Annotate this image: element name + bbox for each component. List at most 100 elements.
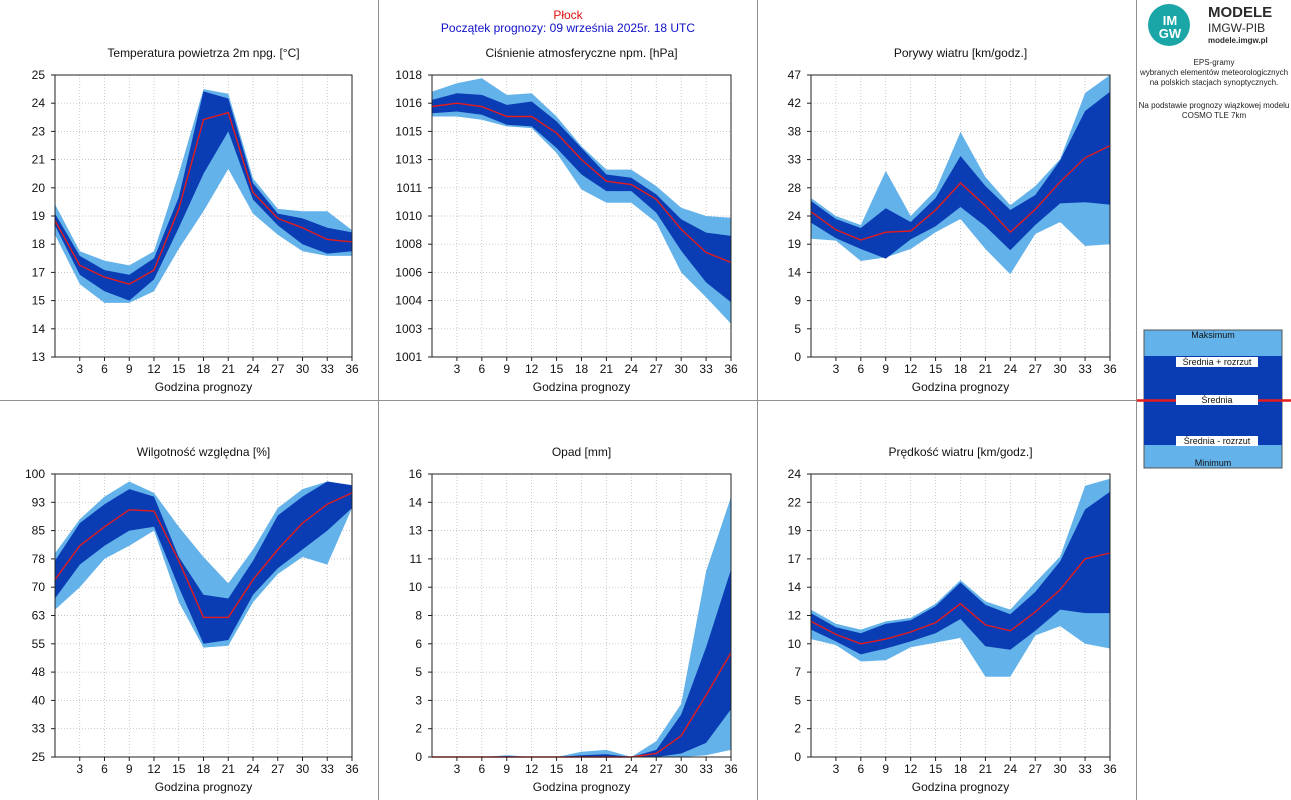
y-tick-label: 1011 [396, 181, 422, 195]
y-tick-label: 47 [788, 68, 802, 82]
y-tick-label: 18 [32, 237, 46, 251]
y-tick-label: 55 [32, 637, 46, 651]
chart-title: Wilgotność względna [%] [137, 445, 270, 459]
y-tick-label: 1004 [395, 294, 422, 308]
x-tick-label: 24 [1004, 762, 1018, 776]
forecast-start: Początek prognozy: 09 września 2025r. 18… [379, 21, 757, 35]
x-tick-label: 36 [345, 762, 359, 776]
x-tick-label: 36 [345, 362, 359, 376]
y-tick-label: 19 [32, 209, 46, 223]
y-tick-label: 42 [788, 96, 802, 110]
band-spread [55, 481, 352, 644]
x-tick-label: 33 [321, 762, 335, 776]
y-tick-label: 1016 [395, 96, 422, 110]
x-axis-label: Godzina prognozy [533, 380, 630, 394]
mean-line [431, 102, 732, 264]
x-tick-label: 27 [271, 762, 285, 776]
y-tick-label: 28 [788, 181, 802, 195]
band-spread [432, 569, 731, 757]
x-tick-label: 12 [147, 362, 161, 376]
chart-panel-2: Ciśnienie atmosferyczne npm. [hPa]3 6 9 12 1… [395, 46, 738, 394]
x-tick-label: 33 [1078, 762, 1092, 776]
y-tick-label: 17 [32, 265, 46, 279]
x-tick-label: 15 [929, 362, 943, 376]
brand-url: modele.imgw.pl [1208, 36, 1268, 45]
x-tick-label: 24 [246, 362, 260, 376]
x-tick-label: 12 [904, 762, 918, 776]
y-tick-label: 5 [794, 322, 801, 336]
x-tick-label: 9 [503, 762, 510, 776]
x-tick-label: 18 [197, 762, 211, 776]
x-tick-label: 3 [454, 362, 461, 376]
x-tick-label: 21 [979, 362, 993, 376]
y-tick-label: 93 [32, 495, 46, 509]
x-tick-label: 21 [600, 762, 614, 776]
y-tick-label: 7 [794, 665, 801, 679]
y-tick-label: 14 [32, 322, 46, 336]
chart-panel-5: Opad [mm]3 6 9 12 15 18 21 24 27 30 33 360235681011… [409, 445, 738, 794]
brand-subtitle: IMGW-PIB [1208, 21, 1266, 35]
y-tick-label: 8 [415, 609, 422, 623]
imgw-logo [1148, 4, 1190, 46]
x-tick-label: 12 [525, 762, 539, 776]
x-tick-label: 9 [882, 362, 889, 376]
y-tick-label: 23 [32, 124, 46, 138]
y-tick-label: 6 [415, 637, 422, 651]
y-tick-label: 33 [32, 722, 46, 736]
mean-line [54, 111, 353, 285]
y-tick-label: 63 [32, 609, 46, 623]
chart-title: Ciśnienie atmosferyczne npm. [hPa] [485, 46, 677, 60]
y-tick-label: 13 [32, 350, 46, 364]
y-tick-label: 24 [32, 96, 46, 110]
y-tick-label: 9 [794, 294, 801, 308]
x-axis-label: Godzina prognozy [912, 780, 1009, 794]
y-tick-label: 48 [32, 665, 46, 679]
x-tick-label: 33 [1078, 362, 1092, 376]
x-tick-label: 9 [126, 762, 133, 776]
x-axis-label: Godzina prognozy [155, 380, 252, 394]
y-tick-label: 20 [32, 181, 46, 195]
x-axis-label: Godzina prognozy [912, 380, 1009, 394]
y-tick-label: 19 [788, 524, 802, 538]
y-tick-label: 25 [32, 68, 46, 82]
description: EPS-gramy wybranych elementów meteorolog… [1137, 58, 1291, 88]
x-tick-label: 15 [550, 762, 564, 776]
band-spread [55, 91, 352, 301]
y-tick-label: 70 [32, 580, 46, 594]
x-tick-label: 6 [857, 362, 864, 376]
x-tick-label: 30 [674, 362, 688, 376]
desc-line: wybranych elementów meteorologicznych [1139, 68, 1289, 77]
y-tick-label: 13 [409, 524, 423, 538]
x-axis-label: Godzina prognozy [533, 780, 630, 794]
brand-block: IM GW MODELE IMGW-PIB modele.imgw.pl [1146, 4, 1286, 48]
y-tick-label: 10 [788, 637, 802, 651]
legend-label-mean: Średnia [1176, 395, 1258, 405]
y-tick-label: 0 [794, 350, 801, 364]
x-tick-label: 18 [575, 762, 589, 776]
y-tick-label: 1015 [395, 124, 422, 138]
x-tick-label: 36 [724, 762, 738, 776]
y-tick-label: 24 [788, 209, 802, 223]
y-tick-label: 22 [788, 495, 802, 509]
y-tick-label: 85 [32, 524, 46, 538]
legend-label-mean-plus: Średnia + rozrzut [1176, 357, 1258, 367]
x-tick-label: 15 [172, 762, 186, 776]
x-tick-label: 6 [101, 762, 108, 776]
y-tick-label: 33 [788, 153, 802, 167]
x-tick-label: 18 [954, 762, 968, 776]
x-tick-label: 15 [550, 362, 564, 376]
y-tick-label: 10 [409, 580, 423, 594]
x-tick-label: 21 [222, 762, 236, 776]
legend-label-mean-minus: Średnia - rozrzut [1176, 436, 1258, 446]
model-line: Na podstawie prognozy wiązkowej modelu [1138, 101, 1290, 110]
y-tick-label: 15 [32, 294, 46, 308]
y-tick-label: 21 [32, 153, 46, 167]
desc-line: na polskich stacjach synoptycznych. [1149, 78, 1279, 87]
y-tick-label: 2 [794, 722, 801, 736]
x-axis-label: Godzina prognozy [155, 780, 252, 794]
y-tick-label: 1018 [395, 68, 422, 82]
x-tick-label: 36 [1103, 362, 1117, 376]
x-tick-label: 6 [857, 762, 864, 776]
y-tick-label: 0 [415, 750, 422, 764]
